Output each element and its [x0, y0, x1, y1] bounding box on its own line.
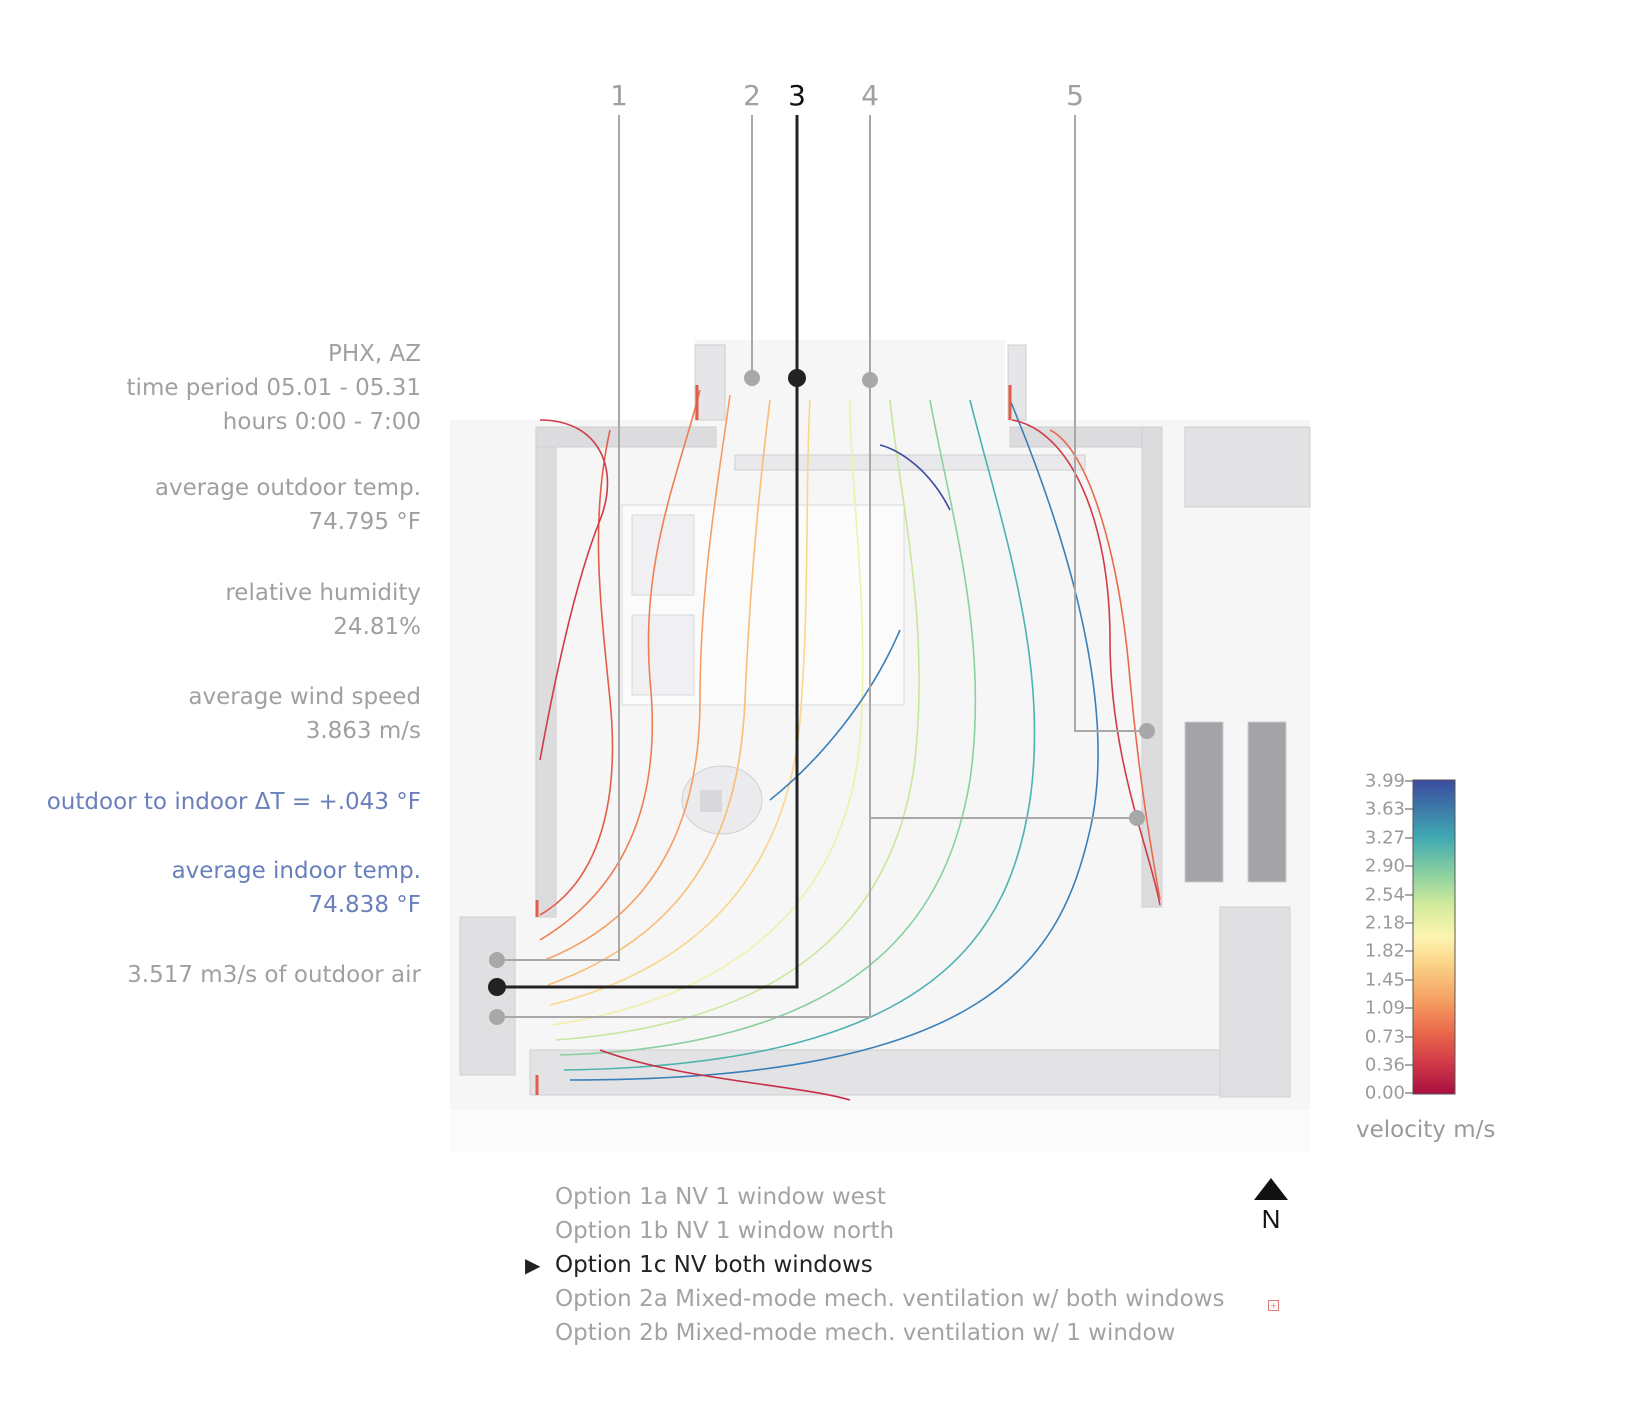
- probe-points: [488, 369, 1155, 1025]
- delta-t: outdoor to indoor ΔT = +.043 °F: [46, 789, 421, 815]
- legend-tick: 3.27: [1364, 827, 1405, 849]
- location: PHX, AZ: [327, 341, 421, 367]
- option-label: Option 1b NV 1 window north: [555, 1218, 895, 1244]
- expand-icon[interactable]: +: [1268, 1300, 1279, 1311]
- legend-tick: 3.99: [1364, 770, 1405, 792]
- north-arrow: N: [1253, 1178, 1289, 1235]
- legend-tick: 3.63: [1364, 798, 1405, 820]
- wind-label: average wind speed: [188, 684, 421, 710]
- legend-tick: 0.36: [1364, 1054, 1405, 1076]
- wind-value: 3.863 m/s: [305, 718, 421, 744]
- humidity-value: 24.81%: [333, 614, 421, 640]
- velocity-legend-label: velocity m/s: [1356, 1117, 1496, 1143]
- section-number-4: 4: [861, 79, 879, 112]
- section-line-5: [1074, 115, 1147, 732]
- hours: hours 0:00 - 7:00: [222, 409, 421, 435]
- outdoor-temp-label: average outdoor temp.: [154, 475, 421, 501]
- legend-tick: 1.09: [1364, 997, 1405, 1019]
- option-label: Option 1a NV 1 window west: [555, 1184, 886, 1210]
- delta-t-block: outdoor to indoor ΔT = +.043 °F: [47, 785, 421, 819]
- indoor-temp-value: 74.838 °F: [308, 892, 421, 918]
- option-list: Option 1a NV 1 window west Option 1b NV …: [525, 1180, 1225, 1350]
- legend-tick: 2.54: [1364, 884, 1405, 906]
- window-openings: [535, 385, 1012, 1095]
- north-arrow-icon: [1254, 1178, 1288, 1200]
- wind-block: average wind speed 3.863 m/s: [188, 680, 421, 748]
- indoor-temp-label: average indoor temp.: [171, 858, 421, 884]
- section-number-2: 2: [743, 79, 761, 112]
- probe-point: [862, 372, 878, 388]
- outdoor-air-block: 3.517 m3/s of outdoor air: [127, 958, 421, 992]
- section-number-5: 5: [1066, 79, 1084, 112]
- humidity-label: relative humidity: [225, 580, 421, 606]
- legend-tick: 1.82: [1364, 940, 1405, 962]
- velocity-contours: [539, 389, 1161, 1101]
- outdoor-temp-block: average outdoor temp. 74.795 °F: [155, 471, 421, 539]
- option-2b[interactable]: Option 2b Mixed-mode mech. ventilation w…: [555, 1316, 1225, 1350]
- walls: [459, 344, 1311, 1098]
- section-line-4b: [497, 378, 871, 1018]
- legend-tick: 2.18: [1364, 912, 1405, 934]
- option-1a[interactable]: Option 1a NV 1 window west: [555, 1180, 1225, 1214]
- outdoor-air: 3.517 m3/s of outdoor air: [127, 962, 421, 988]
- legend-tick: 2.90: [1364, 855, 1405, 877]
- legend-tick: 0.73: [1364, 1026, 1405, 1048]
- legend-tick: 1.45: [1364, 969, 1405, 991]
- option-label: Option 2b Mixed-mode mech. ventilation w…: [555, 1320, 1176, 1346]
- probe-point-active: [488, 978, 506, 996]
- section-number-1: 1: [610, 79, 628, 112]
- probe-point-active: [788, 369, 806, 387]
- option-1b[interactable]: Option 1b NV 1 window north: [555, 1214, 1225, 1248]
- site-info-panel: PHX, AZ time period 05.01 - 05.31 hours …: [127, 337, 421, 439]
- option-1c[interactable]: ▶ Option 1c NV both windows: [525, 1248, 1225, 1282]
- outdoor-temp-value: 74.795 °F: [308, 509, 421, 535]
- section-lines: [497, 115, 1147, 1018]
- probe-point: [489, 1009, 505, 1025]
- section-line-3: [497, 115, 799, 989]
- probe-point: [1129, 810, 1145, 826]
- legend-tick: 0.00: [1364, 1082, 1405, 1104]
- probe-point: [489, 952, 505, 968]
- humidity-block: relative humidity 24.81%: [225, 576, 421, 644]
- option-label: Option 1c NV both windows: [555, 1252, 873, 1278]
- north-label: N: [1261, 1204, 1281, 1234]
- indoor-temp-block: average indoor temp. 74.838 °F: [172, 854, 421, 922]
- section-line-1: [497, 115, 620, 961]
- option-label: Option 2a Mixed-mode mech. ventilation w…: [555, 1286, 1225, 1312]
- play-arrow-icon: ▶: [525, 1253, 541, 1277]
- probe-point: [744, 370, 760, 386]
- time-period: time period 05.01 - 05.31: [126, 375, 421, 401]
- velocity-legend-bar: [1405, 779, 1456, 1095]
- section-numbers: 1 2 3 4 5: [610, 79, 1084, 112]
- probe-point: [1139, 723, 1155, 739]
- option-2a[interactable]: Option 2a Mixed-mode mech. ventilation w…: [555, 1282, 1225, 1316]
- section-number-3: 3: [788, 79, 806, 112]
